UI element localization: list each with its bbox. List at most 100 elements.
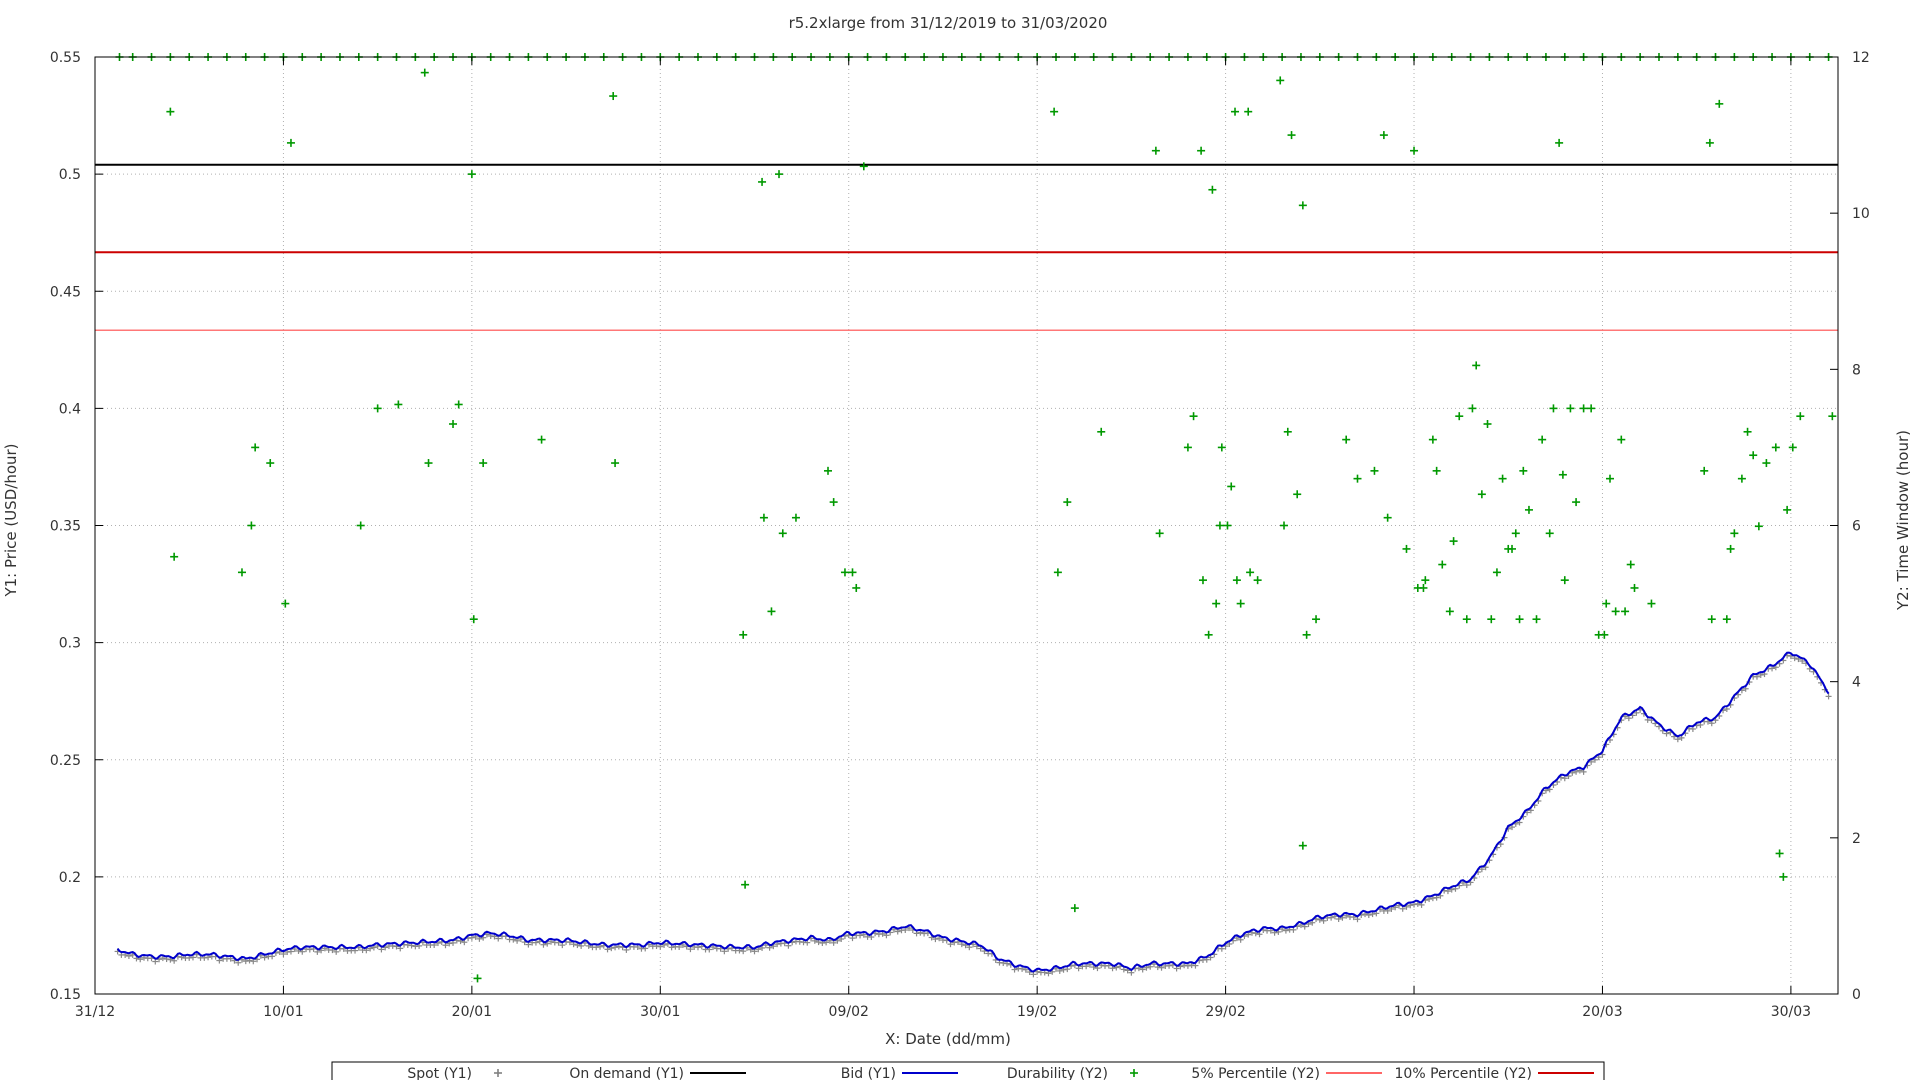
durability-point	[1726, 544, 1735, 553]
durability-point	[469, 615, 478, 624]
durability-point	[1155, 529, 1164, 538]
axes: 31/12 10/01 20/01 30/01 09/02 19/02 29/02 10/03…	[50, 50, 1870, 1020]
durability-point	[1070, 904, 1079, 913]
durability-point	[237, 568, 246, 577]
durability-point	[1236, 599, 1245, 608]
durability-point	[1762, 459, 1771, 468]
durability-point	[1783, 505, 1792, 514]
durability-point	[1788, 443, 1797, 452]
durability-point	[394, 400, 403, 409]
y1-tick-label: 0.4	[59, 401, 81, 417]
durability-point	[1587, 404, 1596, 413]
durability-point	[247, 521, 256, 530]
durability-point	[1749, 451, 1758, 460]
durability-point	[1449, 537, 1458, 546]
durability-point	[1700, 466, 1709, 475]
durability-point	[791, 513, 800, 522]
durability-point	[266, 459, 275, 468]
durability-series	[115, 53, 1837, 983]
durability-point	[758, 177, 767, 186]
reference-lines	[95, 163, 1838, 332]
durability-point	[1419, 583, 1428, 592]
durability-point	[1438, 560, 1447, 569]
durability-point	[479, 459, 488, 468]
durability-point	[1432, 466, 1441, 475]
durability-point	[170, 552, 179, 561]
durability-point	[778, 529, 787, 538]
durability-point	[1198, 576, 1207, 585]
y2-tick-label: 12	[1852, 50, 1870, 66]
durability-point	[424, 459, 433, 468]
durability-point	[1097, 427, 1106, 436]
durability-point	[1532, 615, 1541, 624]
durability-point	[1053, 568, 1062, 577]
x-tick-label: 29/02	[1205, 1004, 1245, 1020]
durability-point	[1796, 412, 1805, 421]
durability-point	[775, 170, 784, 179]
durability-point	[1626, 560, 1635, 569]
y1-tick-label: 0.15	[50, 987, 81, 1003]
durability-point	[1197, 146, 1206, 155]
durability-point	[1383, 513, 1392, 522]
legend-label: 5% Percentile (Y2)	[1191, 1066, 1320, 1080]
durability-point	[1428, 435, 1437, 444]
durability-point	[1298, 841, 1307, 850]
durability-point	[1402, 544, 1411, 553]
y1-tick-label: 0.3	[59, 636, 81, 652]
durability-point	[1353, 474, 1362, 483]
durability-point	[611, 459, 620, 468]
durability-point	[829, 498, 838, 507]
durability-point	[373, 404, 382, 413]
legend-item: On demand (Y1)	[569, 1066, 746, 1080]
durability-point	[1151, 146, 1160, 155]
legend-item: Spot (Y1)	[407, 1066, 502, 1080]
durability-point	[1555, 138, 1564, 147]
durability-point	[1276, 76, 1285, 85]
durability-point	[454, 400, 463, 409]
durability-point	[1779, 872, 1788, 881]
durability-point	[1707, 615, 1716, 624]
durability-point	[1183, 443, 1192, 452]
durability-point	[1775, 849, 1784, 858]
durability-point	[1621, 607, 1630, 616]
durability-point	[1312, 615, 1321, 624]
bid-line	[116, 651, 1830, 973]
durability-point	[1560, 576, 1569, 585]
bid-series	[116, 651, 1830, 973]
legend-label: On demand (Y1)	[569, 1066, 684, 1080]
durability-point	[1050, 107, 1059, 116]
durability-point	[1244, 107, 1253, 116]
x-tick-label: 09/02	[829, 1004, 869, 1020]
legend-label: Durability (Y2)	[1007, 1066, 1108, 1080]
x-axis-title: X: Date (dd/mm)	[885, 1030, 1011, 1048]
x-tick-label: 30/03	[1771, 1004, 1811, 1020]
durability-point	[1572, 498, 1581, 507]
durability-point	[473, 974, 482, 983]
durability-point	[1617, 435, 1626, 444]
durability-point	[251, 443, 260, 452]
durability-point	[281, 599, 290, 608]
durability-point	[1538, 435, 1547, 444]
durability-point	[1468, 404, 1477, 413]
durability-point	[1298, 201, 1307, 210]
durability-point	[1611, 607, 1620, 616]
durability-point	[1231, 107, 1240, 116]
durability-point	[1558, 470, 1567, 479]
durability-point	[1730, 529, 1739, 538]
durability-point	[356, 521, 365, 530]
y1-tick-label: 0.55	[50, 50, 81, 66]
durability-point	[1828, 412, 1837, 421]
durability-point	[1545, 529, 1554, 538]
y2-tick-label: 10	[1852, 206, 1870, 222]
durability-point	[824, 466, 833, 475]
durability-point	[1511, 529, 1520, 538]
durability-point	[166, 107, 175, 116]
spot-series	[114, 652, 1832, 978]
plot-frame	[94, 56, 1839, 995]
y1-tick-label: 0.5	[59, 167, 81, 183]
y2-tick-label: 2	[1852, 831, 1861, 847]
y2-tick-label: 8	[1852, 362, 1861, 378]
durability-point	[1462, 615, 1471, 624]
durability-point	[537, 435, 546, 444]
x-tick-label: 10/03	[1394, 1004, 1434, 1020]
